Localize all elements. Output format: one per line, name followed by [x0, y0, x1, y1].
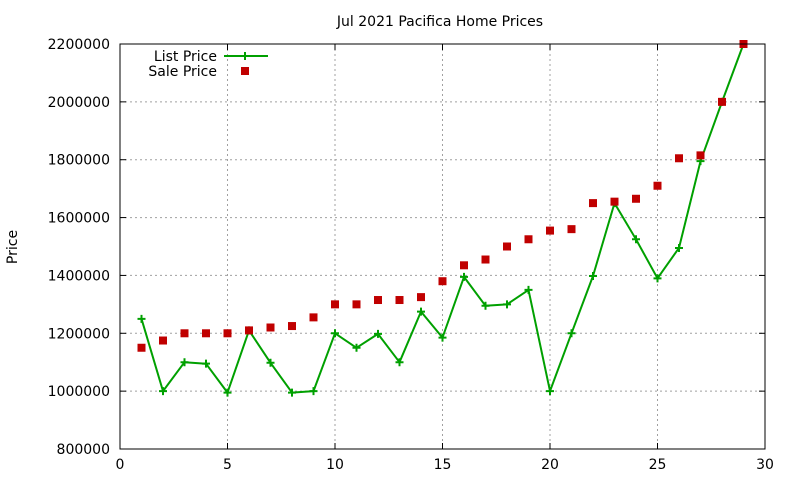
- list-price-point: [589, 272, 597, 281]
- x-tick-label: 15: [434, 457, 452, 473]
- y-tick-label: 2000000: [48, 95, 110, 111]
- x-tick-label: 20: [541, 457, 559, 473]
- sale-price-point: [718, 97, 726, 106]
- y-tick-label: 1800000: [48, 153, 110, 169]
- list-price-point: [675, 243, 683, 252]
- sale-price-point: [481, 255, 490, 264]
- sale-price-point: [288, 322, 296, 331]
- sale-price-point: [245, 326, 253, 335]
- list-price-point: [546, 387, 554, 396]
- list-price-point: [417, 307, 425, 316]
- sale-price-point: [610, 197, 619, 206]
- list-price-point: [395, 358, 404, 367]
- sale-price-point: [266, 323, 275, 332]
- legend-label-list-price: List Price: [154, 49, 217, 65]
- legend: List Price Sale Price: [148, 49, 268, 80]
- list-price-point: [481, 301, 490, 310]
- sale-price-point: [503, 242, 511, 251]
- sale-price-point: [632, 194, 640, 203]
- sale-price-point: [589, 199, 597, 208]
- list-price-point: [438, 333, 447, 342]
- list-price-point: [460, 272, 468, 281]
- list-price-point: [202, 359, 210, 368]
- x-tick-label: 30: [756, 457, 774, 473]
- y-tick-label: 1400000: [48, 268, 110, 284]
- list-price-point: [266, 358, 275, 367]
- list-price-point: [374, 329, 382, 338]
- x-tick-label: 10: [326, 457, 344, 473]
- list-price-point: [503, 300, 511, 309]
- sale-price-point: [331, 300, 339, 309]
- sale-price-point: [137, 343, 146, 352]
- chart-title: Jul 2021 Pacifica Home Prices: [336, 14, 543, 30]
- y-tick-label: 2200000: [48, 37, 110, 53]
- plot-series: [137, 40, 748, 397]
- sale-price-point: [309, 313, 318, 322]
- x-tick-label: 25: [649, 457, 667, 473]
- y-tick-label: 1000000: [48, 384, 110, 400]
- sale-price-point: [524, 235, 533, 244]
- y-tick-label: 1200000: [48, 326, 110, 342]
- list-price-point: [159, 387, 167, 396]
- sale-price-point: [374, 296, 382, 305]
- axis-ticks: 0 5 10 15 20 25 30 800000 1000000 1200000 1400000 1…: [48, 37, 774, 473]
- sale-price-point: [159, 336, 167, 345]
- list-price-point: [180, 358, 189, 367]
- list-price-point: [653, 274, 662, 283]
- sale-price-point: [417, 293, 425, 302]
- y-tick-label: 1600000: [48, 211, 110, 227]
- sale-price-point: [567, 225, 576, 234]
- sale-price-point: [180, 329, 189, 338]
- x-tick-label: 0: [116, 457, 125, 473]
- legend-marker-list-price: [241, 52, 249, 60]
- x-tick-label: 5: [223, 457, 232, 473]
- list-price-point: [288, 388, 296, 397]
- y-axis-label: Price: [5, 230, 21, 264]
- legend-marker-sale-price: [241, 67, 249, 75]
- list-price-point: [567, 329, 576, 338]
- plot-frame: [119, 43, 766, 450]
- sale-price-point: [460, 261, 468, 270]
- list-price-point: [632, 235, 640, 244]
- y-tick-label: 800000: [57, 442, 110, 458]
- list-price-point: [223, 388, 232, 397]
- sale-price-point: [395, 296, 404, 305]
- legend-label-sale-price: Sale Price: [148, 64, 217, 80]
- sale-price-point: [675, 154, 683, 163]
- list-price-point: [524, 285, 533, 294]
- sale-price-point: [696, 151, 705, 160]
- sale-price-point: [223, 329, 232, 338]
- sale-price-point: [202, 329, 210, 338]
- list-price-point: [309, 387, 318, 396]
- sale-price-point: [546, 226, 554, 235]
- list-price-point: [331, 329, 339, 338]
- grid: [120, 44, 765, 449]
- list-price-point: [352, 343, 361, 352]
- sale-price-point: [653, 181, 662, 190]
- sale-price-point: [352, 300, 361, 309]
- sale-price-point: [438, 277, 447, 286]
- list-price-point: [137, 314, 146, 323]
